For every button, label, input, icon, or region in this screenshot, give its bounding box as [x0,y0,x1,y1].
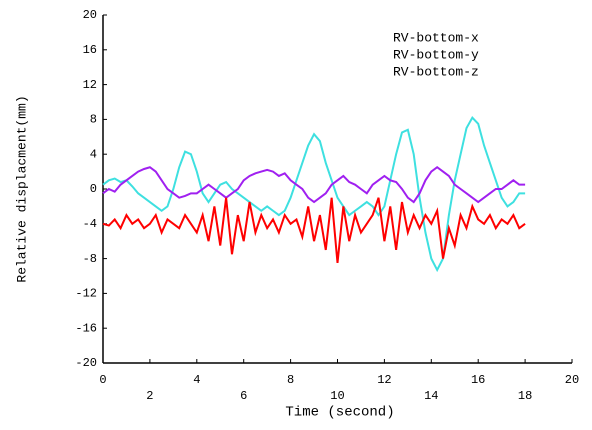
x-tick-label: 12 [377,373,391,387]
y-tick-label: 4 [90,147,97,161]
y-tick-label: 0 [90,182,97,196]
legend-label: RV-bottom-z [393,64,479,79]
series-line [102,166,526,204]
y-tick-label: -8 [83,252,97,266]
legend-box [385,26,511,84]
x-tick-label: 20 [565,373,579,387]
y-tick-label: -20 [75,356,97,370]
x-tick-label: 4 [193,373,200,387]
x-tick-label: 14 [424,389,438,403]
x-tick-label: 2 [146,389,153,403]
y-axis-title: Relative displacment(mm) [14,95,29,282]
y-tick-label: 8 [90,113,97,127]
series-line [102,197,526,264]
y-tick-label: 12 [83,78,97,92]
x-tick-label: 6 [240,389,247,403]
y-tick-label: -4 [83,217,97,231]
y-tick-label: 20 [83,8,97,22]
y-tick-label: -12 [75,287,97,301]
x-tick-label: 10 [330,389,344,403]
series-line [102,115,526,273]
legend-label: RV-bottom-y [393,47,479,62]
x-axis-title: Time (second) [285,405,394,421]
y-tick-label: -16 [75,321,97,335]
x-tick-label: 8 [287,373,294,387]
y-tick-label: 16 [83,43,97,57]
x-tick-label: 18 [518,389,532,403]
legend-label: RV-bottom-x [393,30,479,45]
x-tick-label: 0 [99,373,106,387]
x-tick-label: 16 [471,373,485,387]
